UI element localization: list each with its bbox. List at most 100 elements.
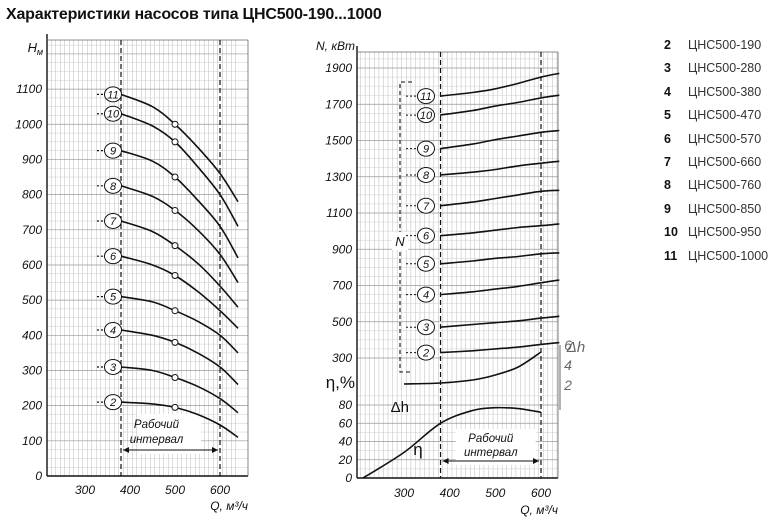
npsh-scale-tick: 6 [564, 337, 572, 353]
head-curve-9 [120, 149, 239, 259]
efficiency-y-tick-label: 40 [339, 435, 353, 449]
power-curve-label: 8 [423, 170, 430, 182]
power-x-axis-label: Q, м³/ч [520, 503, 558, 517]
head-curve-marker [171, 120, 179, 128]
head-y-tick-label: 900 [22, 152, 42, 166]
head-curve-marker [171, 138, 179, 146]
page-title: Характеристики насосов типа ЦНС500-190..… [6, 6, 382, 23]
power-curve-label: 2 [422, 348, 429, 360]
head-y-tick-label: 800 [22, 188, 42, 202]
power-y-tick-label: 1900 [325, 61, 352, 75]
head-x-tick-label: 600 [210, 483, 230, 497]
power-y-tick-label: 300 [332, 351, 352, 365]
legend-item: 10 ЦНС500-950 [664, 225, 774, 248]
npsh-scale-tick: 4 [564, 357, 572, 373]
head-curve-3 [120, 366, 239, 414]
power-curve-label-circle [417, 255, 435, 272]
head-curve-7 [120, 220, 239, 308]
legend-name: ЦНС500-470 [688, 108, 762, 123]
power-curve-11 [439, 72, 560, 97]
power-curve-label-circle [417, 319, 435, 336]
efficiency-curve-label: η [413, 440, 422, 459]
head-curve-label-circle [104, 177, 122, 194]
head-interval-label: Рабочий [134, 419, 180, 431]
power-x-tick-label: 500 [485, 486, 505, 500]
head-curve-marker [171, 206, 179, 214]
head-y-axis-sublabel: м [37, 47, 43, 57]
legend-item: 2 ЦНС500-190 [664, 38, 774, 61]
head-curve-label: 5 [110, 292, 117, 304]
head-curve-10 [120, 112, 239, 227]
head-curve-marker [171, 173, 179, 181]
power-interval-arrow-left [442, 458, 449, 464]
power-curve-label: 6 [423, 231, 430, 243]
head-interval-label: интервал [130, 434, 184, 446]
head-y-tick-label: 200 [21, 399, 42, 413]
power-curve-label: 7 [423, 201, 430, 213]
head-curve-label: 2 [109, 397, 116, 409]
power-interval-arrow-right [533, 458, 539, 464]
legend-number: 9 [664, 201, 671, 216]
power-x-tick-label: 300 [394, 486, 414, 500]
legend-number: 4 [664, 84, 671, 99]
legend-name: ЦНС500-380 [688, 84, 762, 99]
power-group-label: N [395, 234, 405, 249]
legend-name: ЦНС500-570 [688, 131, 762, 146]
legend: 2 ЦНС500-190 3 ЦНС500-280 4 ЦНС500-380 5 ЦНС500… [664, 38, 774, 272]
legend-item: 3 ЦНС500-280 [664, 61, 774, 84]
power-y-axis-label: N, кВт [316, 39, 355, 53]
power-curve-4 [439, 279, 560, 296]
head-curve-label: 11 [107, 89, 118, 101]
head-x-axis-label: Q, м³/ч [210, 499, 248, 513]
power-y-tick-label: 1700 [325, 97, 352, 111]
power-curve-label-circle [417, 140, 435, 157]
power-bracket-label-bg [392, 232, 408, 250]
legend-name: ЦНС500-280 [688, 61, 762, 76]
head-y-tick-label: 700 [22, 223, 42, 237]
head-curve-label-circle [104, 248, 122, 265]
power-curve-label-circle [417, 227, 435, 244]
head-curve-label-circle [104, 86, 122, 103]
head-y-tick-label: 500 [22, 293, 42, 307]
head-y-tick-label: 400 [22, 328, 42, 342]
legend-number: 7 [664, 154, 671, 169]
legend-number: 5 [664, 108, 671, 123]
head-curve-5 [120, 295, 239, 354]
legend-item: 9 ЦНС500-850 [664, 202, 774, 225]
efficiency-y-tick-label: 0 [345, 471, 352, 485]
power-curve-10 [439, 94, 560, 116]
power-x-tick-label: 600 [531, 486, 551, 500]
head-curve-marker [171, 242, 179, 250]
power-curve-7 [439, 189, 560, 207]
head-curve-marker [171, 307, 179, 315]
power-grid [357, 52, 558, 479]
head-curve-marker [171, 374, 179, 382]
legend-name: ЦНС500-660 [688, 154, 762, 169]
head-curve-label: 9 [110, 146, 116, 158]
legend-name: ЦНС500-1000 [688, 248, 769, 263]
head-curve-marker [171, 272, 179, 280]
power-curve-5 [439, 252, 560, 265]
head-y-tick-label: 600 [22, 258, 42, 272]
head-curve-11 [120, 93, 239, 203]
head-curve-label: 8 [110, 181, 117, 193]
power-y-tick-label: 700 [332, 279, 352, 293]
legend-item: 5 ЦНС500-470 [664, 108, 774, 131]
head-y-tick-label: 100 [22, 434, 42, 448]
head-y-tick-label: 1000 [15, 117, 42, 131]
power-interval-label: Рабочий [468, 433, 514, 445]
head-y-tick-label: 1100 [16, 82, 42, 96]
head-curve-label-circle [104, 142, 122, 159]
legend-item: 4 ЦНС500-380 [664, 85, 774, 108]
power-curve-label: 5 [423, 259, 430, 271]
power-y-tick-label: 500 [332, 315, 352, 329]
head-curve-label-circle [104, 358, 122, 375]
power-curve-3 [439, 315, 560, 328]
efficiency-curve [362, 406, 542, 479]
legend-name: ЦНС500-190 [688, 38, 762, 52]
head-grid [47, 40, 248, 477]
legend-number: 10 [664, 225, 678, 240]
power-y-tick-label: 1500 [325, 134, 352, 148]
efficiency-y-tick-label: 60 [339, 416, 353, 430]
power-interval-bg [455, 429, 536, 465]
